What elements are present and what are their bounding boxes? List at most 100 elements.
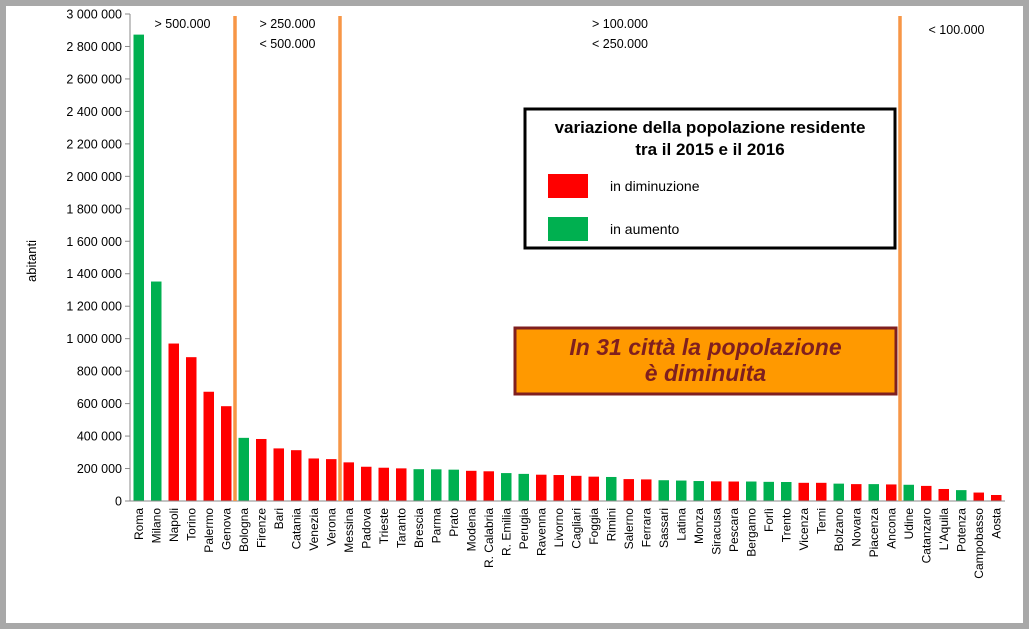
- group-label: > 100.000: [592, 17, 648, 31]
- bar: [606, 476, 617, 501]
- x-tick-label: Padova: [359, 508, 373, 549]
- bar: [781, 482, 792, 501]
- x-tick-label: Latina: [674, 508, 688, 541]
- x-tick-label: Bolzano: [832, 508, 846, 552]
- y-tick-label: 800 000: [77, 365, 122, 379]
- x-tick-label: R. Calabria: [482, 508, 496, 568]
- bar: [431, 469, 442, 501]
- legend-title: tra il 2015 e il 2016: [635, 140, 784, 159]
- legend-swatch: [548, 174, 588, 198]
- legend-label: in diminuzione: [610, 178, 700, 194]
- group-label: < 500.000: [260, 37, 316, 51]
- bar: [518, 473, 529, 501]
- x-tick-label: Livorno: [552, 508, 566, 548]
- bar: [851, 484, 862, 501]
- x-tick-label: R. Emilia: [499, 508, 513, 556]
- group-label: < 250.000: [592, 37, 648, 51]
- x-tick-label: Palermo: [202, 508, 216, 553]
- x-tick-label: Genova: [219, 508, 233, 550]
- legend-label: in aumento: [610, 221, 679, 237]
- x-tick-label: Perugia: [517, 508, 531, 550]
- x-tick-label: Modena: [464, 508, 478, 552]
- legend: variazione della popolazione residente tr…: [523, 107, 897, 250]
- x-tick-label: Siracusa: [709, 508, 723, 555]
- bar: [396, 468, 407, 501]
- bar: [343, 462, 354, 501]
- x-tick-label: Trento: [779, 508, 793, 543]
- x-tick-label: Milano: [149, 508, 163, 544]
- x-tick-label: Prato: [447, 508, 461, 537]
- y-tick-label: 2 200 000: [66, 137, 122, 151]
- bar: [693, 481, 704, 501]
- y-tick-label: 0: [115, 495, 122, 509]
- bar: [658, 480, 669, 501]
- x-axis: Roma Milano Napoli Torino Palermo Genova Bolog…: [130, 500, 1005, 579]
- x-tick-label: Cagliari: [569, 508, 583, 549]
- bar: [291, 450, 302, 501]
- x-tick-label: Sassari: [657, 508, 671, 548]
- callout-text: In 31 città la popolazione: [569, 334, 841, 360]
- bar: [588, 476, 599, 501]
- x-tick-label: Catanzaro: [919, 508, 933, 564]
- x-tick-label: Brescia: [412, 508, 426, 548]
- x-tick-label: Bari: [272, 508, 286, 529]
- x-tick-label: Foggia: [587, 508, 601, 545]
- x-tick-label: Napoli: [167, 508, 181, 542]
- bar: [466, 470, 477, 501]
- y-tick-label: 2 000 000: [66, 170, 122, 184]
- x-tick-label: Venezia: [307, 508, 321, 551]
- group-dividers: > 500.000 > 250.000 < 500.000 > 100.000 < 25…: [155, 16, 985, 501]
- x-tick-label: Ravenna: [534, 508, 548, 556]
- y-axis-label: abitanti: [24, 240, 39, 282]
- bar: [921, 485, 932, 501]
- x-tick-label: L'Aquila: [937, 508, 951, 551]
- x-tick-label: Udine: [902, 508, 916, 540]
- bar: [816, 482, 827, 501]
- bar: [956, 490, 967, 501]
- y-tick-label: 600 000: [77, 397, 122, 411]
- callout-box: [513, 326, 898, 396]
- y-tick-label: 1 000 000: [66, 332, 122, 346]
- y-tick-label: 1 400 000: [66, 267, 122, 281]
- bar: [221, 406, 232, 501]
- y-tick-label: 400 000: [77, 430, 122, 444]
- bar: [186, 357, 197, 501]
- bar: [623, 479, 634, 501]
- x-tick-label: Firenze: [254, 508, 268, 548]
- x-tick-label: Forlì: [762, 508, 776, 532]
- x-tick-label: Taranto: [394, 508, 408, 548]
- x-tick-label: Catania: [289, 508, 303, 550]
- x-tick-label: Novara: [849, 508, 863, 547]
- x-tick-label: Torino: [184, 508, 198, 541]
- x-tick-label: Ferrara: [639, 508, 653, 548]
- bar: [133, 34, 144, 501]
- bar: [938, 488, 949, 501]
- bar: [676, 480, 687, 501]
- group-label: < 100.000: [929, 23, 985, 37]
- x-tick-label: Verona: [324, 508, 338, 546]
- bar: [553, 475, 564, 501]
- group-label: > 500.000: [155, 17, 211, 31]
- bar: [361, 466, 372, 501]
- bar: [833, 483, 844, 501]
- bar: [728, 481, 739, 501]
- x-tick-label: Aosta: [989, 508, 1003, 539]
- bar: [536, 474, 547, 501]
- y-tick-label: 2 600 000: [66, 72, 122, 86]
- y-tick-label: 3 000 000: [66, 8, 122, 22]
- x-tick-label: Pescara: [727, 508, 741, 552]
- bar: [571, 475, 582, 501]
- bar: [711, 481, 722, 501]
- bar: [413, 469, 424, 501]
- callout-text: è diminuita: [645, 360, 767, 386]
- x-tick-label: Terni: [814, 508, 828, 534]
- x-tick-label: Messina: [342, 508, 356, 553]
- legend-title: variazione della popolazione residente: [555, 118, 866, 137]
- y-tick-label: 1 600 000: [66, 235, 122, 249]
- x-tick-label: Roma: [132, 508, 146, 540]
- y-tick-label: 1 200 000: [66, 300, 122, 314]
- bar: [763, 481, 774, 501]
- bar: [868, 484, 879, 501]
